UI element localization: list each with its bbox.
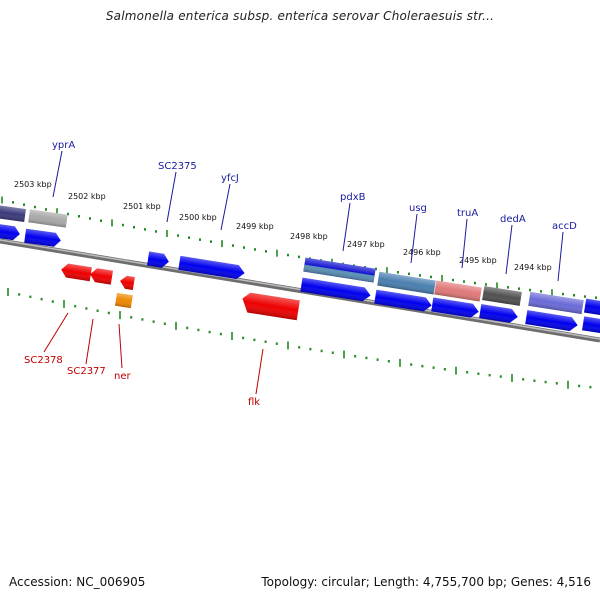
genome-backbone — [0, 238, 600, 343]
gene-arrow — [374, 289, 432, 312]
gene-label: yfcJ — [221, 173, 239, 184]
gene-arrow — [479, 304, 518, 323]
kbp-label: 2498 kbp — [290, 232, 328, 241]
reverse-label-leaders — [43, 312, 264, 395]
gene-feature — [28, 209, 68, 228]
gene-feature — [584, 298, 600, 316]
gene-label: SC2378 — [24, 355, 63, 366]
gene-feature — [115, 292, 133, 309]
gene-arrow — [24, 228, 61, 247]
gene-arrow — [120, 275, 135, 291]
gene-label: pdxB — [340, 192, 366, 203]
gene-label: flk — [248, 397, 260, 408]
gene-feature — [434, 280, 482, 302]
kbp-labels: 2503 kbp 2502 kbp 2501 kbp 2500 kbp 2499… — [14, 180, 552, 272]
gene-feature — [528, 291, 584, 315]
map-title: Salmonella enterica subsp. enterica sero… — [105, 9, 495, 23]
lower-scale-ticks — [7, 288, 592, 389]
gene-label: usg — [409, 203, 427, 214]
kbp-label: 2500 kbp — [179, 213, 217, 222]
gene-arrow — [525, 310, 578, 332]
gene-arrow — [147, 251, 169, 268]
gene-arrow — [431, 297, 479, 318]
forward-label-leaders — [52, 150, 564, 282]
genome-info-label: Topology: circular; Length: 4,755,700 bp… — [261, 575, 591, 589]
gene-label: accD — [552, 221, 577, 232]
gene-feature — [0, 204, 26, 223]
kbp-label: 2497 kbp — [347, 240, 385, 249]
kbp-label: 2502 kbp — [68, 192, 106, 201]
reverse-gene-labels: SC2378 SC2377 ner flk — [24, 355, 260, 408]
gene-label: truA — [457, 208, 478, 219]
gene-arrow — [0, 223, 20, 241]
gene-label: ner — [114, 371, 131, 382]
gene-arrow — [90, 268, 113, 285]
kbp-label: 2494 kbp — [514, 263, 552, 272]
reverse-genes[interactable] — [60, 263, 300, 321]
forward-genes[interactable] — [0, 204, 600, 334]
gene-label: SC2375 — [158, 161, 197, 172]
upper-scale-ticks — [1, 196, 597, 299]
forward-gene-labels: yprA SC2375 yfcJ pdxB usg truA dedA accD — [52, 140, 577, 232]
kbp-label: 2499 kbp — [236, 222, 274, 231]
gene-label: SC2377 — [67, 366, 106, 377]
accession-label: Accession: NC_006905 — [9, 575, 146, 589]
gene-arrow — [242, 292, 300, 321]
kbp-label: 2501 kbp — [123, 202, 161, 211]
gene-arrow — [178, 255, 245, 279]
gene-feature — [377, 271, 436, 295]
gene-arrow — [582, 316, 600, 334]
gene-label: dedA — [500, 214, 526, 225]
gene-arrow — [300, 277, 371, 302]
kbp-label: 2495 kbp — [459, 256, 497, 265]
gene-feature — [482, 286, 522, 306]
kbp-label: 2503 kbp — [14, 180, 52, 189]
gene-label: yprA — [52, 140, 75, 151]
gene-feature — [303, 257, 376, 283]
kbp-label: 2496 kbp — [403, 248, 441, 257]
gene-arrow — [61, 263, 92, 282]
